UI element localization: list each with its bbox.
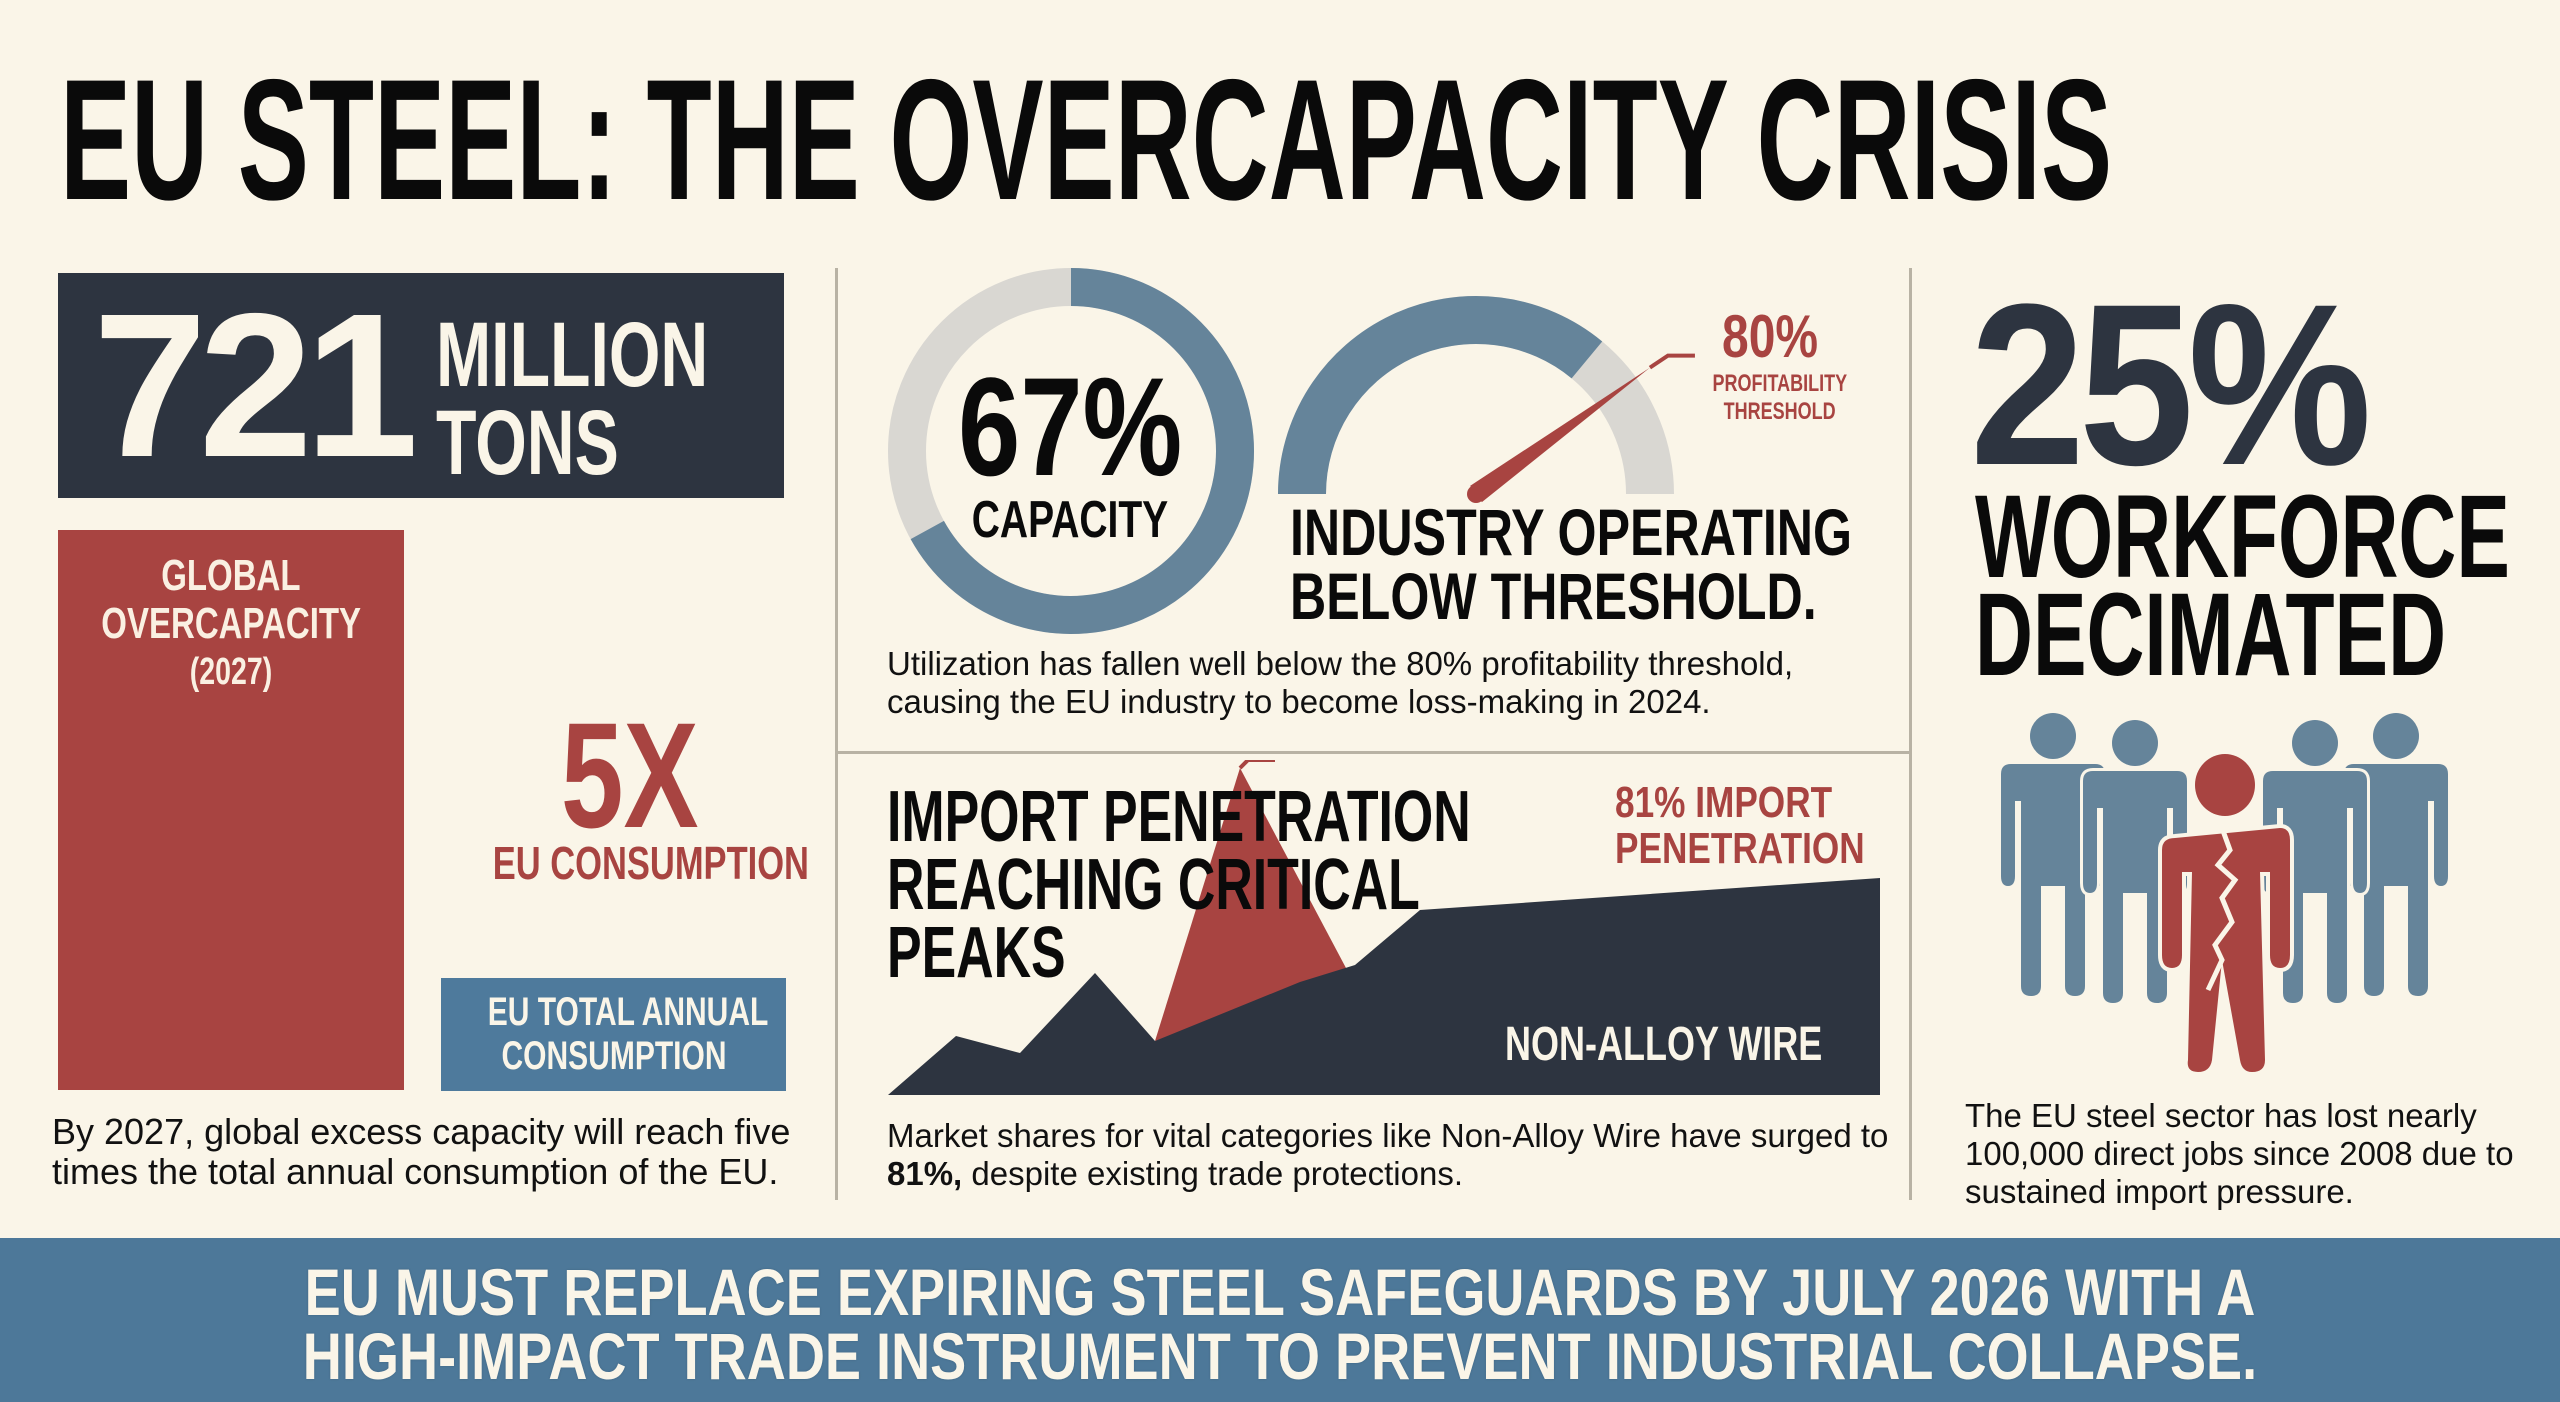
- gauge-needle: [1470, 367, 1650, 503]
- multiplier-label: EU CONSUMPTION: [492, 837, 809, 889]
- eu-box-line1: EU TOTAL ANNUAL: [487, 990, 769, 1034]
- threshold-gauge: [1260, 262, 1920, 522]
- crack-line: [2205, 827, 2239, 992]
- people-group-with-broken-figure-icon: [1960, 700, 2480, 1080]
- threshold-label: PROFITABILITY THRESHOLD: [1712, 370, 1848, 425]
- middle-row-divider: [836, 751, 1910, 754]
- donut-value-arc: [910, 268, 1254, 634]
- heading-line1: IMPORT PENETRATION: [887, 777, 1471, 857]
- import-area-chart: [880, 758, 1880, 1100]
- workforce-label: WORKFORCE DECIMATED: [1975, 471, 2510, 701]
- banner-line2: HIGH-IMPACT TRADE INSTRUMENT TO PREVENT …: [302, 1319, 2258, 1393]
- capacity-label: CAPACITY: [971, 491, 1169, 549]
- callout-line2: PENETRATION: [1615, 824, 1865, 873]
- capacity-donut-chart: 67% CAPACITY: [880, 262, 1260, 642]
- bar-label-global: GLOBAL: [161, 551, 301, 600]
- gauge-fill-arc: [1278, 296, 1603, 495]
- heading-line2: REACHING CRITICAL: [887, 845, 1420, 925]
- overcapacity-unit: MILLION TONS: [436, 304, 709, 494]
- workforce-caption: The EU steel sector has lost nearly 100,…: [1965, 1097, 2514, 1210]
- global-overcapacity-label: GLOBAL OVERCAPACITY (2027): [58, 552, 404, 696]
- bar-label-year: (2027): [189, 651, 273, 693]
- threshold-value: 80%: [1722, 303, 1819, 370]
- eu-consumption-bar: EU TOTAL ANNUAL CONSUMPTION: [441, 978, 786, 1091]
- call-to-action-banner: EU MUST REPLACE EXPIRING STEEL SAFEGUARD…: [0, 1238, 2560, 1402]
- threshold-leader-line: [1648, 353, 1695, 370]
- overcapacity-total-box: 721 MILLION TONS: [58, 273, 784, 498]
- import-caption: Market shares for vital categories like …: [887, 1117, 1889, 1192]
- bar-label-overcapacity: OVERCAPACITY: [101, 599, 362, 648]
- callout-line1: 81% IMPORT: [1615, 778, 1833, 827]
- heading-line2: BELOW THRESHOLD.: [1290, 559, 1817, 633]
- utilization-heading: INDUSTRY OPERATING BELOW THRESHOLD.: [1290, 495, 1853, 633]
- gauge-needle-hub: [1467, 485, 1485, 503]
- workforce-value: 25%: [1970, 256, 2372, 513]
- import-heading: IMPORT PENETRATION REACHING CRITICAL PEA…: [887, 777, 1471, 993]
- series-label: NON-ALLOY WIRE: [1505, 1018, 1823, 1071]
- column-divider-right: [1909, 268, 1912, 1200]
- capacity-value: 67%: [957, 348, 1183, 505]
- import-peak-area: [1155, 768, 1355, 1041]
- column-divider-left: [835, 268, 838, 1200]
- multiplier-value: 5X: [561, 691, 699, 859]
- import-callout: 81% IMPORT PENETRATION: [1615, 780, 1865, 872]
- non-alloy-wire-area: [888, 878, 1880, 1095]
- utilization-caption: Utilization has fallen well below the 80…: [887, 645, 1794, 720]
- banner-text: EU MUST REPLACE EXPIRING STEEL SAFEGUARD…: [0, 1255, 2560, 1393]
- broken-person-figure: [2158, 750, 2294, 1077]
- page-title: EU STEEL: THE OVERCAPACITY CRISIS: [60, 44, 2113, 236]
- overcapacity-number: 721: [93, 271, 419, 500]
- callout-leader-line: [1238, 758, 1275, 770]
- unit-line-tons: TONS: [436, 392, 619, 494]
- heading-line3: PEAKS: [887, 913, 1066, 993]
- eu-box-line2: CONSUMPTION: [501, 1034, 726, 1078]
- overcapacity-caption: By 2027, global excess capacity will rea…: [52, 1111, 791, 1192]
- unit-line-million: MILLION: [436, 304, 709, 406]
- global-overcapacity-bar: GLOBAL OVERCAPACITY (2027): [58, 530, 404, 1090]
- heading-line1: INDUSTRY OPERATING: [1290, 495, 1853, 569]
- banner-line1: EU MUST REPLACE EXPIRING STEEL SAFEGUARD…: [304, 1255, 2256, 1329]
